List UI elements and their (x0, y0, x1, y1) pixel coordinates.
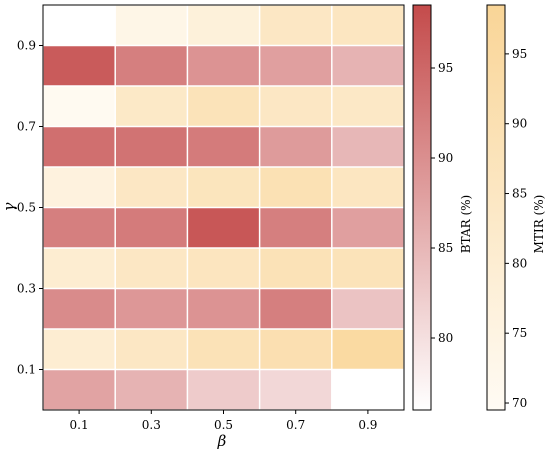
x-tick-label: 0.3 (142, 418, 161, 432)
x-tick-label: 0.9 (358, 418, 377, 432)
heatmap-cell-btar-g0.3-b0.3 (115, 289, 187, 329)
heatmap-cell-btar-g0.7-b0.5 (188, 127, 259, 167)
colorbar-mtir-ticks: 70 75 80 85 90 95 (505, 47, 527, 410)
colorbar-mtir: 70 75 80 85 90 95 MTIR (%) (486, 4, 546, 411)
heatmap-cell-btar-g0.3-b0.1 (43, 289, 115, 329)
heatmap-cell-btar-g0.7-b0.9 (332, 127, 404, 167)
heatmap-cell-btar-g0.9-b0.3 (115, 46, 187, 86)
heatmap-cell-btar-g0.3-b0.9 (332, 289, 404, 329)
heatmap-cell-mtir-g0.1-b0.1 (43, 329, 115, 369)
x-axis-label: β (217, 432, 227, 450)
colorbar-btar: 80 85 90 95 BTAR (%) (412, 4, 473, 411)
heatmap-cell-btar-g0.5-b0.7 (260, 208, 332, 248)
heatmap-cell-mtir-g0.5-b0.3 (115, 167, 187, 207)
colorbar-tick-label: 95 (512, 47, 527, 61)
y-tick-label: 0.5 (17, 201, 36, 215)
heatmap-cell-mtir-g0.1-b0.9 (332, 329, 404, 369)
colorbar-btar-label: BTAR (%) (459, 195, 473, 253)
heatmap-cell-mtir-g0.3-b0.3 (115, 248, 187, 288)
colorbar-tick-label: 70 (512, 396, 527, 410)
heatmap-cell-mtir-g0.9-b0.5 (188, 5, 259, 45)
heatmap-cell-mtir-g0.9-b0.3 (115, 5, 187, 45)
heatmap-cell-mtir-g0.7-b0.7 (260, 86, 332, 126)
colorbar-mtir-label: MTIR (%) (532, 195, 546, 254)
heatmap-cell-btar-g0.7-b0.3 (115, 127, 187, 167)
heatmap-cell-btar-g0.5-b0.9 (332, 208, 404, 248)
heatmap-cell-btar-g0.9-b0.1 (43, 46, 115, 86)
heatmap-cell-btar-g0.9-b0.9 (332, 46, 404, 86)
colorbar-tick-label: 90 (438, 151, 453, 165)
y-tick-label: 0.9 (17, 39, 36, 53)
heatmap-cell-mtir-g0.3-b0.9 (332, 248, 404, 288)
x-tick-label: 0.7 (286, 418, 305, 432)
heatmap-cell-mtir-g0.7-b0.5 (188, 86, 259, 126)
heatmap-plot-area: 0.1 0.3 0.5 0.7 0.9 0.1 0.3 0.5 0.7 0.9 β γ (0, 4, 405, 450)
heatmap-cell-btar-g0.1-b0.1 (43, 370, 115, 410)
y-tick-label: 0.1 (17, 363, 36, 377)
heatmap-cell-mtir-g0.3-b0.5 (188, 248, 259, 288)
heatmap-cell-btar-g0.5-b0.1 (43, 208, 115, 248)
heatmap-cell-btar-g0.7-b0.1 (43, 127, 115, 167)
colorbar-btar-ticks: 80 85 90 95 (431, 61, 453, 345)
heatmap-cell-mtir-g0.9-b0.9 (332, 5, 404, 45)
y-tick-label: 0.7 (17, 120, 36, 134)
colorbar-btar-gradient (412, 4, 432, 411)
colorbar-tick-label: 85 (512, 187, 527, 201)
heatmap-cell-mtir-g0.5-b0.1 (43, 167, 115, 207)
y-tick-label: 0.3 (17, 282, 36, 296)
heatmap-cell-mtir-g0.5-b0.9 (332, 167, 404, 207)
heatmap-cell-btar-g0.5-b0.5 (188, 208, 259, 248)
heatmap-cell-mtir-g0.3-b0.1 (43, 248, 115, 288)
y-axis-ticks: 0.1 0.3 0.5 0.7 0.9 (17, 39, 43, 377)
colorbar-tick-label: 95 (438, 61, 453, 75)
heatmap-cell-btar-g0.5-b0.3 (115, 208, 187, 248)
y-axis-label: γ (0, 202, 18, 211)
x-tick-label: 0.1 (70, 418, 89, 432)
x-tick-label: 0.5 (214, 418, 233, 432)
heatmap-cell-btar-g0.3-b0.7 (260, 289, 332, 329)
heatmap-cell-btar-g0.9-b0.7 (260, 46, 332, 86)
heatmap-cell-mtir-g0.9-b0.1 (43, 5, 115, 45)
heatmap-cells (43, 5, 404, 410)
heatmap-cell-btar-g0.3-b0.5 (188, 289, 259, 329)
heatmap-cell-mtir-g0.9-b0.7 (260, 5, 332, 45)
colorbar-tick-label: 80 (512, 256, 527, 270)
heatmap-cell-mtir-g0.3-b0.7 (260, 248, 332, 288)
colorbar-tick-label: 85 (438, 241, 453, 255)
colorbar-mtir-gradient (486, 4, 506, 411)
heatmap-cell-mtir-g0.7-b0.1 (43, 86, 115, 126)
heatmap-cell-mtir-g0.7-b0.3 (115, 86, 187, 126)
heatmap-cell-mtir-g0.1-b0.3 (115, 329, 187, 369)
heatmap-cell-mtir-g0.5-b0.7 (260, 167, 332, 207)
heatmap-cell-mtir-g0.1-b0.7 (260, 329, 332, 369)
heatmap-cell-mtir-g0.1-b0.5 (188, 329, 259, 369)
colorbar-tick-label: 75 (512, 326, 527, 340)
heatmap-cell-btar-g0.1-b0.7 (260, 370, 332, 410)
heatmap-cell-btar-g0.1-b0.9 (332, 370, 404, 410)
heatmap-cell-btar-g0.9-b0.5 (188, 46, 259, 86)
heatmap-cell-mtir-g0.7-b0.9 (332, 86, 404, 126)
heatmap-cell-btar-g0.7-b0.7 (260, 127, 332, 167)
x-axis-ticks: 0.1 0.3 0.5 0.7 0.9 (70, 410, 377, 432)
heatmap-cell-btar-g0.1-b0.5 (188, 370, 259, 410)
colorbar-tick-label: 80 (438, 331, 453, 345)
heatmap-cell-mtir-g0.5-b0.5 (188, 167, 259, 207)
colorbar-tick-label: 90 (512, 117, 527, 131)
heatmap-cell-btar-g0.1-b0.3 (115, 370, 187, 410)
